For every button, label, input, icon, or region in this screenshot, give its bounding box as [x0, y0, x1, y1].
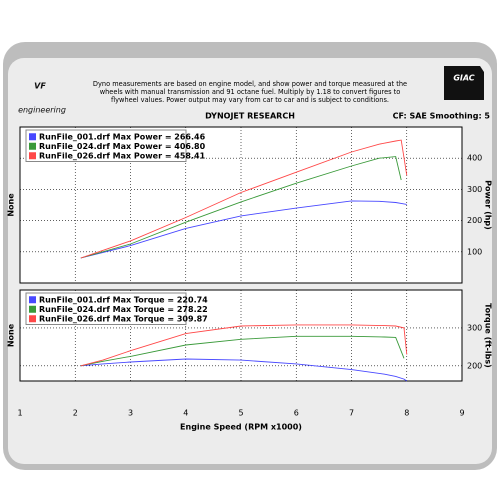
logo: VF [34, 82, 46, 91]
series-line [80, 335, 405, 367]
legend-label: RunFile_024.drf Max Torque = 278.22 [39, 305, 208, 314]
legend-swatch [29, 152, 36, 160]
y-tick-label: 300 [467, 323, 482, 332]
y-axis-title: Power (hp) [484, 180, 493, 230]
y-tick-label: 100 [467, 247, 482, 256]
left-label: None [7, 323, 16, 347]
left-label: None [7, 193, 16, 217]
x-tick-label: 3 [128, 409, 133, 418]
y-tick-label: 200 [467, 216, 482, 225]
y-tick-label: 200 [467, 361, 482, 370]
x-tick-label: 8 [404, 409, 409, 418]
note: Dyno measurements are based on engine mo… [92, 80, 408, 104]
series-line [80, 156, 402, 259]
legend-swatch [29, 142, 36, 150]
x-tick-label: 1 [17, 409, 22, 418]
x-tick-label: 7 [349, 409, 354, 418]
y-tick-label: 400 [467, 154, 482, 163]
series-line [80, 200, 407, 259]
legend-box [25, 292, 187, 325]
x-axis-title: Engine Speed (RPM x1000) [180, 423, 302, 432]
series-line [80, 139, 408, 259]
legend-label: RunFile_001.drf Max Power = 266.46 [39, 132, 206, 141]
x-tick-label: 9 [459, 409, 464, 418]
series-line [80, 324, 408, 367]
x-tick-label: 4 [183, 409, 188, 418]
banner-info: CF: SAE Smoothing: 5 [393, 112, 491, 121]
badge: GIAC [453, 74, 474, 83]
legend-label: RunFile_026.drf Max Torque = 309.87 [39, 314, 208, 323]
y-axis-title: Torque (ft-lbs) [484, 303, 493, 368]
x-tick-label: 2 [73, 409, 78, 418]
legend-label: RunFile_026.drf Max Power = 458.41 [39, 151, 206, 160]
legend-swatch [29, 305, 36, 313]
legend-label: RunFile_024.drf Max Power = 406.80 [39, 142, 206, 151]
banner-title: DYNOJET RESEARCH [205, 112, 295, 121]
x-tick-label: 5 [238, 409, 243, 418]
legend-label: RunFile_001.drf Max Torque = 220.74 [39, 295, 208, 304]
legend-swatch [29, 296, 36, 304]
legend-swatch [29, 133, 36, 141]
x-tick-label: 6 [294, 409, 299, 418]
y-tick-label: 300 [467, 185, 482, 194]
badge-bg [444, 66, 484, 100]
legend-box [25, 129, 187, 162]
logo-sub: engineering [18, 106, 66, 115]
series-line [80, 358, 408, 382]
legend-swatch [29, 315, 36, 323]
